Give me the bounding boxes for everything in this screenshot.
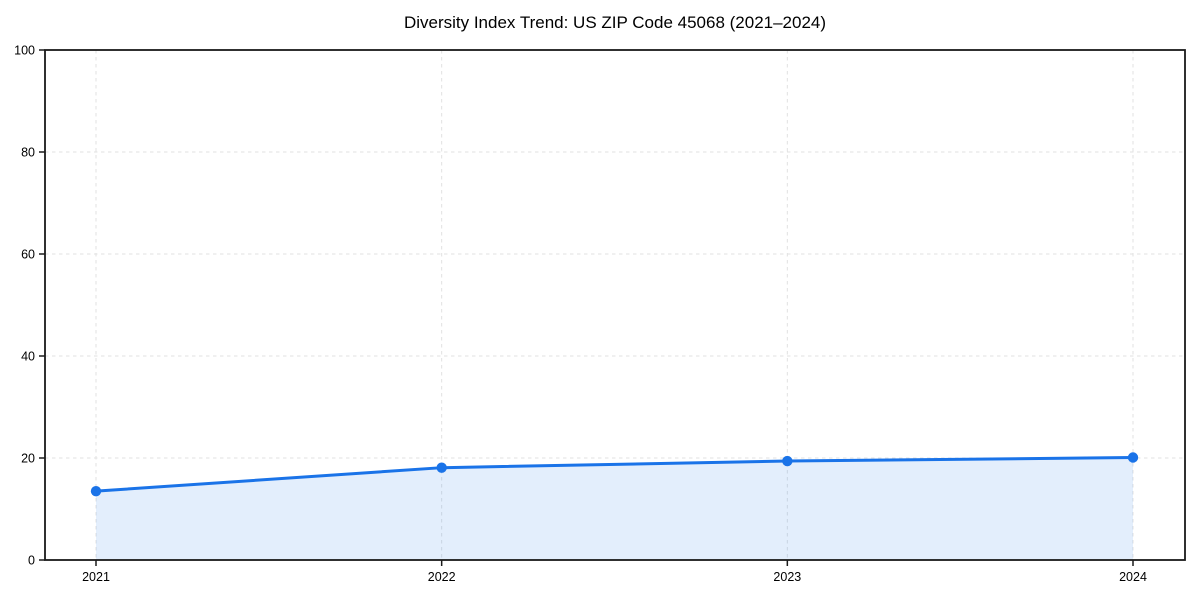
y-tick-label: 0 bbox=[28, 554, 35, 568]
y-tick-label: 100 bbox=[14, 44, 35, 58]
data-point-marker bbox=[436, 462, 447, 473]
y-tick-label: 20 bbox=[21, 452, 35, 466]
x-tick-label: 2022 bbox=[428, 570, 456, 584]
plot-frame bbox=[44, 49, 1186, 561]
x-tick-label: 2021 bbox=[82, 570, 110, 584]
data-point-marker bbox=[782, 455, 793, 467]
x-tick-label: 2023 bbox=[773, 570, 801, 584]
trend-line bbox=[94, 455, 1135, 493]
chart-title: Diversity Index Trend: US ZIP Code 45068… bbox=[403, 13, 827, 32]
x-tick-label: 2024 bbox=[1119, 570, 1147, 584]
data-point-marker bbox=[1127, 452, 1139, 463]
y-tick-label: 80 bbox=[21, 146, 35, 160]
y-tick-label: 60 bbox=[21, 248, 35, 262]
data-point-marker bbox=[90, 485, 102, 497]
y-tick-label: 40 bbox=[21, 350, 35, 364]
area-fill bbox=[96, 457, 1133, 560]
